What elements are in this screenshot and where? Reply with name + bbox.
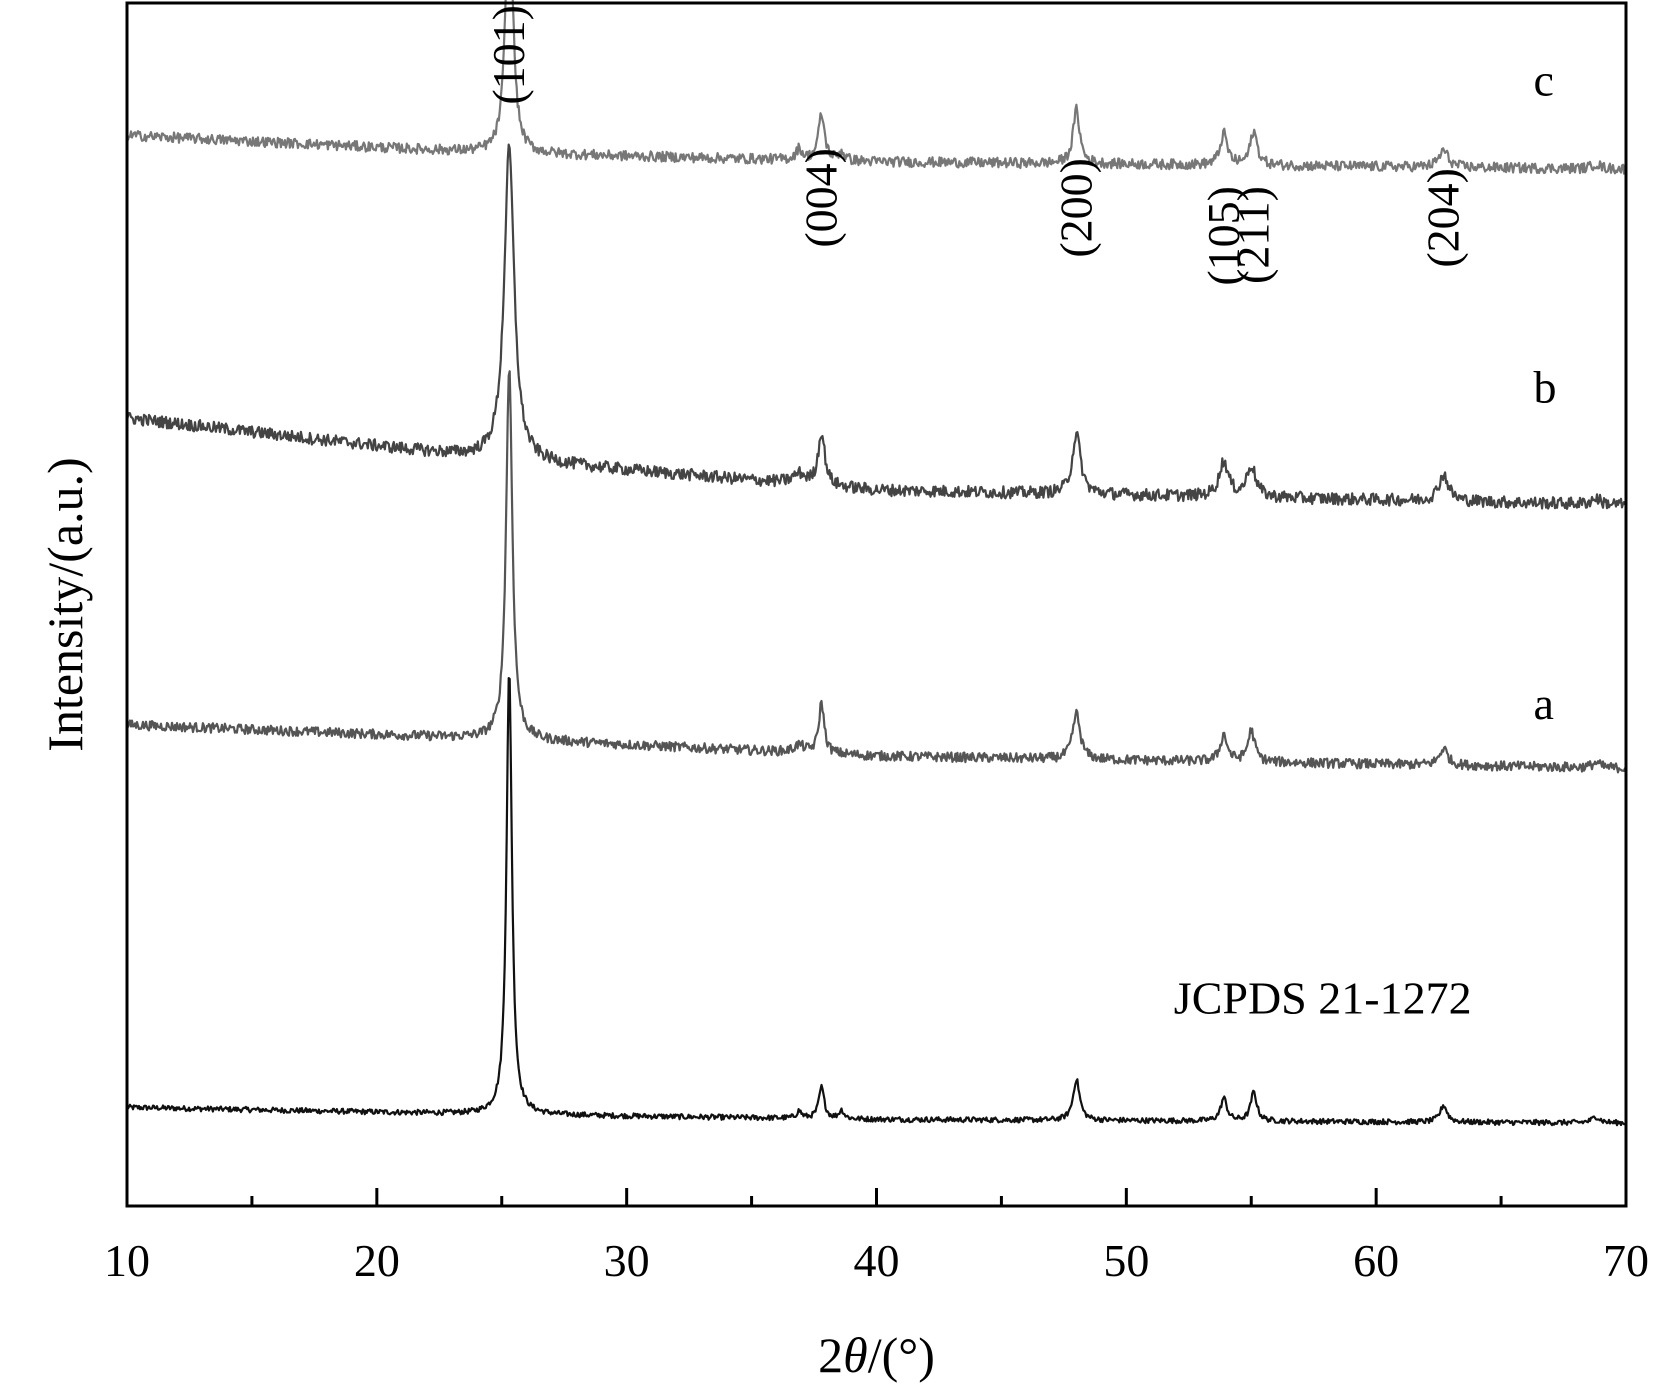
- y-axis-label: Intensity/(a.u.): [37, 457, 93, 751]
- x-tick-label-60: 60: [1353, 1235, 1399, 1286]
- peak-label-4: (211): [1228, 186, 1279, 284]
- series-line-3: [125, 0, 1628, 175]
- x-tick-label-10: 10: [104, 1235, 150, 1286]
- series-label-2: b: [1534, 361, 1557, 412]
- x-axis-label-prefix: 2: [818, 1327, 843, 1383]
- series-label-0: JCPDS 21-1272: [1174, 973, 1472, 1024]
- ticks-layer: 10 20 30 40 50 60 70: [104, 1188, 1649, 1286]
- peak-label-5: (204): [1418, 168, 1469, 268]
- x-tick-label-30: 30: [604, 1235, 650, 1286]
- x-tick-label-50: 50: [1103, 1235, 1149, 1286]
- x-tick-label-20: 20: [354, 1235, 400, 1286]
- plot-frame: [125, 1, 1628, 1208]
- peak-label-1: (004): [796, 148, 847, 248]
- labels-layer: (101) (004) (200) (105)(211) (204) JCPDS 21-1…: [483, 5, 1556, 1024]
- series-line-1: [125, 370, 1627, 774]
- x-axis-label: 2θ/(°): [818, 1327, 935, 1383]
- x-axis-label-suffix: /(°): [868, 1327, 935, 1383]
- x-tick-label-70: 70: [1603, 1235, 1649, 1286]
- series-label-1: a: [1534, 678, 1554, 729]
- series-layer: [125, 0, 1628, 1127]
- peak-label-3: (105): [1198, 186, 1249, 286]
- peak-label-0: (101): [483, 5, 534, 105]
- x-tick-label-40: 40: [854, 1235, 900, 1286]
- series-label-3: c: [1534, 55, 1554, 106]
- series-line-2: [125, 143, 1628, 510]
- peak-label-2: (200): [1050, 158, 1101, 258]
- series-line-0: [126, 677, 1627, 1127]
- x-axis-label-symbol: θ: [843, 1327, 868, 1383]
